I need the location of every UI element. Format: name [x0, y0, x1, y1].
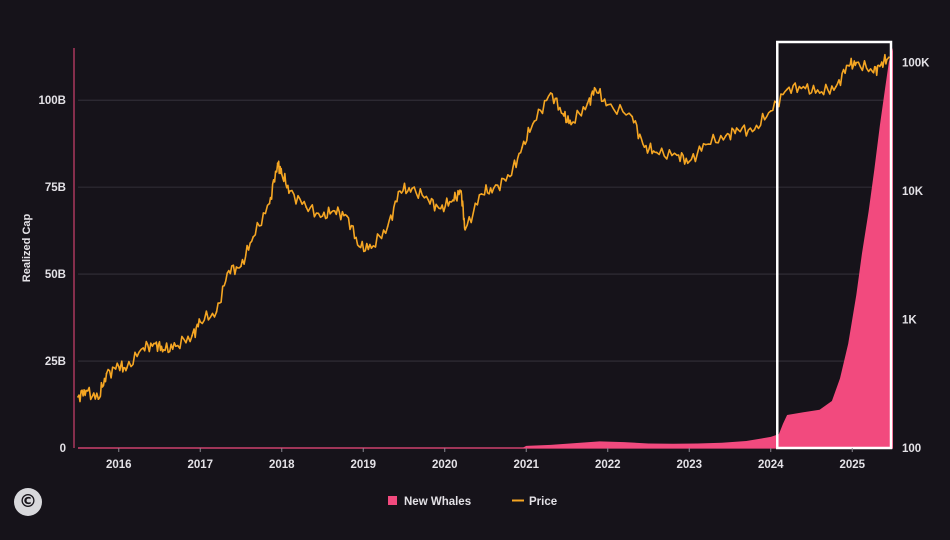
x-tick-label: 2018	[269, 459, 295, 471]
price-point	[162, 349, 165, 351]
price-point	[346, 215, 348, 217]
price-point	[154, 342, 157, 345]
price-point	[509, 175, 511, 178]
price-point	[818, 92, 821, 94]
y-left-tick-label: 50B	[45, 269, 66, 281]
price-point	[333, 210, 336, 212]
price-point	[191, 334, 194, 337]
legend-label: New Whales	[404, 496, 471, 508]
x-tick-label: 2019	[350, 459, 376, 471]
price-point	[606, 103, 609, 106]
y-left-tick-label: 75B	[45, 182, 66, 194]
y-right-tick-label: 100K	[902, 58, 930, 70]
price-point	[142, 347, 145, 349]
price-point	[439, 207, 442, 210]
x-tick-label: 2017	[187, 459, 213, 471]
price-point	[358, 245, 361, 248]
price-point	[464, 228, 467, 231]
price-point	[480, 193, 483, 195]
price-point	[521, 146, 524, 149]
new-whales-series	[78, 48, 893, 448]
price-point	[688, 160, 691, 163]
price-point	[769, 110, 772, 112]
price-point	[888, 56, 890, 59]
y-left-tick-label: 25B	[45, 356, 66, 368]
x-tick-label: 2022	[595, 459, 621, 471]
y-right-tick-label: 100	[902, 443, 921, 455]
price-point	[321, 215, 324, 217]
price-point	[386, 225, 389, 228]
x-tick-label: 2023	[676, 459, 702, 471]
price-point	[879, 64, 882, 66]
price-point	[370, 247, 373, 249]
price-point	[802, 85, 805, 88]
price-point	[492, 187, 495, 190]
price-point	[643, 146, 646, 149]
x-axis-ticks: 2016 2017 2018 2019 2020 2021 2022 2023 2024 2025	[106, 448, 866, 471]
price-point	[655, 151, 658, 154]
y-axis-title: Realized Cap	[21, 213, 33, 282]
y-left-tick-label: 100B	[39, 95, 67, 107]
price-point	[105, 372, 108, 375]
price-point	[252, 235, 255, 238]
price-point	[460, 190, 462, 192]
price-point	[97, 398, 100, 401]
price-point	[725, 134, 727, 137]
price-point	[631, 115, 634, 118]
y-left-axis-ticks: 0 25B 50B 75B 100B	[39, 95, 67, 455]
price-point	[562, 112, 564, 115]
y-left-tick-label: 0	[60, 443, 66, 455]
price-point	[704, 143, 707, 146]
price-point	[199, 320, 202, 323]
legend-label: Price	[529, 496, 557, 508]
price-point	[676, 154, 678, 157]
price-point	[586, 102, 589, 105]
price-series	[77, 53, 890, 403]
new-whales-area	[78, 48, 893, 448]
price-point	[549, 92, 552, 94]
highlight-box	[776, 40, 893, 450]
price-point	[276, 162, 279, 165]
x-tick-label: 2016	[106, 459, 132, 471]
price-point	[126, 367, 128, 369]
price-line	[77, 53, 890, 403]
price-point	[117, 365, 120, 368]
x-tick-label: 2024	[758, 459, 784, 471]
price-point	[737, 128, 740, 131]
y-right-axis-ticks: 100 1K 10K 100K	[902, 58, 930, 455]
x-tick-label: 2020	[432, 459, 458, 471]
y-right-tick-label: 10K	[902, 186, 924, 198]
price-point	[268, 202, 271, 205]
price-point	[289, 190, 291, 192]
price-point	[533, 120, 536, 123]
x-tick-label: 2021	[513, 459, 539, 471]
price-point	[847, 64, 850, 67]
price-point	[240, 265, 242, 268]
price-point	[85, 389, 88, 392]
legend-swatch-new-whales	[388, 496, 397, 505]
price-point	[280, 173, 283, 176]
price-point	[215, 310, 218, 313]
x-tick-label: 2025	[839, 459, 865, 471]
price-point	[855, 61, 858, 64]
price-point	[594, 88, 597, 91]
legend: New Whales Price	[388, 496, 557, 508]
price-point	[227, 269, 230, 272]
price-point	[835, 85, 837, 88]
price-point	[77, 395, 79, 398]
price-point	[411, 187, 414, 190]
price-point	[871, 70, 874, 73]
price-point	[753, 128, 756, 131]
price-point	[427, 199, 430, 202]
price-point	[399, 190, 401, 192]
y-right-tick-label: 1K	[902, 315, 917, 327]
price-point	[452, 199, 454, 202]
price-point	[786, 88, 788, 91]
copyright-logo-icon: ©	[14, 488, 42, 516]
price-point	[570, 123, 572, 126]
price-point	[305, 206, 308, 209]
price-point	[174, 345, 177, 348]
